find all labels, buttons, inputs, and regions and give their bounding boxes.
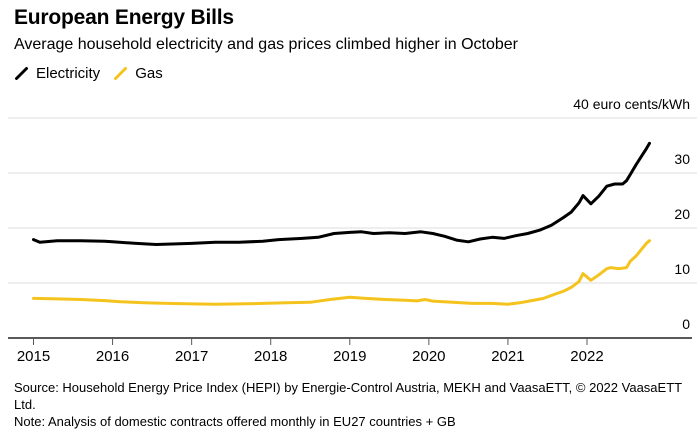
legend-item-gas: Gas bbox=[113, 65, 163, 82]
page-title: European Energy Bills bbox=[14, 6, 234, 29]
x-axis-label-2017: 2017 bbox=[174, 348, 209, 365]
gas-slash-icon bbox=[114, 67, 128, 80]
y-axis-label-20: 20 bbox=[674, 206, 690, 222]
methodology-note: Note: Analysis of domestic contracts off… bbox=[14, 414, 456, 430]
chart-footer: Source: Household Energy Price Index (HE… bbox=[14, 379, 692, 430]
x-axis-label-2018: 2018 bbox=[254, 348, 288, 365]
x-axis-label-2021: 2021 bbox=[491, 348, 525, 365]
chart-subtitle: Average household electricity and gas pr… bbox=[14, 36, 518, 53]
x-axis-label-2020: 2020 bbox=[412, 348, 446, 365]
y-axis-label-0: 0 bbox=[682, 316, 690, 332]
x-axis-label-2019: 2019 bbox=[333, 348, 367, 365]
legend-item-electricity: Electricity bbox=[14, 65, 100, 82]
y-axis-label-10: 10 bbox=[674, 261, 690, 277]
electricity-slash-icon bbox=[15, 67, 28, 80]
gas-line bbox=[32, 239, 651, 306]
source-note: Source: Household Energy Price Index (HE… bbox=[14, 380, 682, 413]
chart-legend: Electricity Gas bbox=[14, 65, 163, 82]
y-axis-label-30: 30 bbox=[674, 151, 690, 167]
legend-label-electricity: Electricity bbox=[36, 65, 101, 82]
electricity-line bbox=[32, 141, 651, 246]
x-axis-label-2016: 2016 bbox=[95, 348, 130, 365]
y-axis-unit-label: 40 euro cents/kWh bbox=[573, 96, 690, 112]
x-axis-label-2015: 2015 bbox=[16, 348, 51, 365]
x-axis-label-2022: 2022 bbox=[570, 348, 604, 365]
legend-label-gas: Gas bbox=[135, 65, 163, 82]
